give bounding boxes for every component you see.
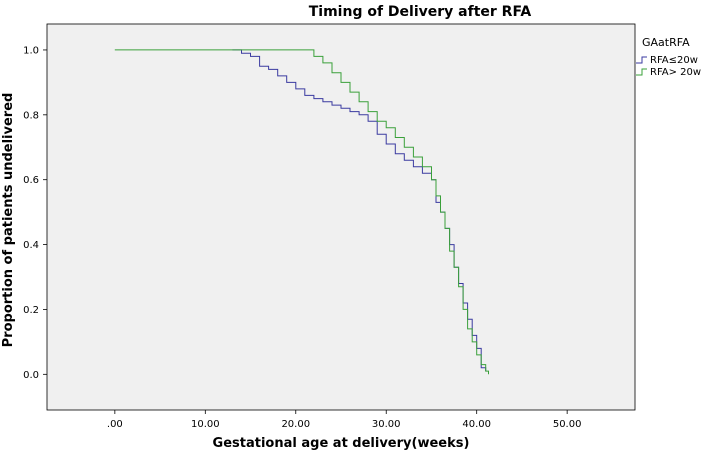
legend-label-2: RFA> 20w [650, 67, 701, 78]
y-axis: 0.0 0.2 0.4 0.6 0.8 1.0 [23, 45, 47, 381]
plot-area [46, 23, 636, 411]
y-tick-label: 0.2 [23, 305, 39, 316]
y-tick-label: 0.6 [23, 175, 39, 186]
x-axis: .00 10.00 20.00 30.00 40.00 50.00 [107, 410, 582, 430]
x-tick-label: 50.00 [553, 419, 582, 430]
legend-title: GAatRFA [642, 36, 690, 49]
chart-title: Timing of Delivery after RFA [309, 4, 532, 20]
series-line-2 [114, 49, 489, 375]
x-tick-label: 40.00 [462, 419, 491, 430]
legend-swatch-1 [636, 56, 647, 64]
x-tick-label: .00 [107, 419, 123, 430]
x-tick-label: 10.00 [191, 419, 220, 430]
x-tick-label: 30.00 [372, 419, 401, 430]
x-tick-label: 20.00 [281, 419, 310, 430]
y-axis-label: Proportion of patients undelivered [1, 93, 16, 348]
y-tick-label: 0.0 [23, 370, 39, 381]
series-lines [114, 49, 489, 375]
legend-label-1: RFA≤20w [650, 55, 698, 66]
x-axis-label: Gestational age at delivery(weeks) [213, 436, 470, 451]
series-line-1 [232, 49, 487, 372]
y-tick-label: 1.0 [23, 45, 39, 56]
y-tick-label: 0.4 [23, 240, 39, 251]
legend-swatch-2 [636, 68, 647, 76]
y-tick-label: 0.8 [23, 110, 39, 121]
